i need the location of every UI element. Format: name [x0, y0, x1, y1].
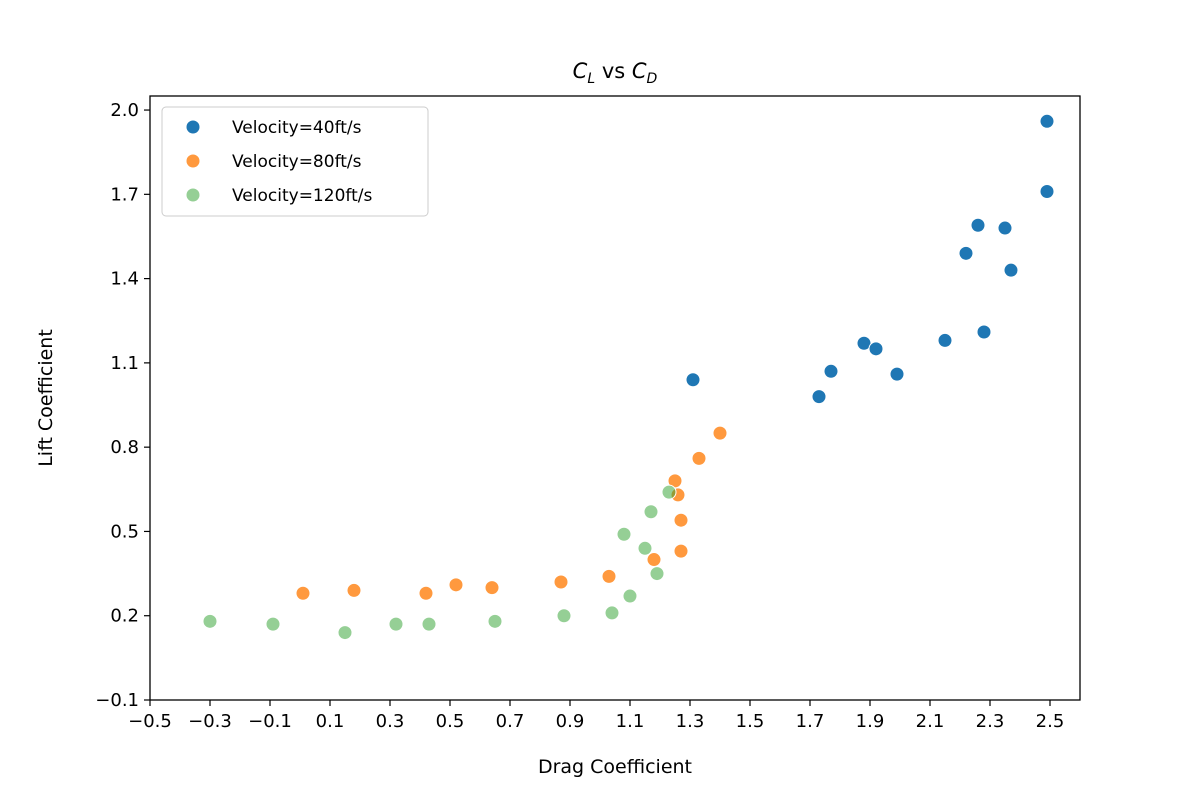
point-s2-4 [448, 577, 464, 593]
point-s1-5 [868, 341, 884, 357]
point-s3-6 [487, 613, 503, 629]
legend-marker [185, 187, 201, 203]
legend-label: Velocity=120ft/s [232, 186, 372, 206]
point-s1-10 [976, 324, 992, 340]
point-s2-14 [712, 425, 728, 441]
title-symbol-2: C [632, 59, 647, 83]
point-s2-8 [646, 552, 662, 568]
point-s3-10 [622, 588, 638, 604]
point-s3-1 [202, 613, 218, 629]
x-tick-label: 1.9 [856, 711, 885, 732]
chart-title: CL vs CD [573, 59, 658, 87]
point-s3-5 [421, 616, 437, 632]
point-s1-7 [937, 332, 953, 348]
x-tick-label: 1.1 [616, 711, 645, 732]
point-s1-2 [811, 389, 827, 405]
legend-box [161, 106, 429, 217]
y-tick-label: 1.1 [110, 353, 139, 374]
point-s3-12 [643, 504, 659, 520]
point-s3-2 [265, 616, 281, 632]
title-subscript-2: D [647, 71, 658, 87]
point-s3-13 [649, 566, 665, 582]
x-axis-label: Drag Coefficient [538, 756, 692, 778]
legend-label: Velocity=80ft/s [232, 152, 362, 172]
point-s2-6 [553, 574, 569, 590]
point-s1-1 [685, 372, 701, 388]
x-tick-label: 0.1 [316, 711, 345, 732]
point-s1-6 [889, 366, 905, 382]
y-tick-label: 1.7 [110, 184, 139, 205]
y-tick-label: 2.0 [110, 100, 139, 121]
x-tick-label: 2.1 [916, 711, 945, 732]
point-s1-13 [1039, 113, 1055, 129]
x-tick-label: −0.3 [188, 711, 232, 732]
point-s3-3 [337, 625, 353, 641]
point-s3-9 [616, 526, 632, 542]
x-tick-label: 2.3 [976, 711, 1005, 732]
x-tick-label: 2.5 [1036, 711, 1065, 732]
point-s1-9 [970, 217, 986, 233]
point-s3-14 [661, 484, 677, 500]
point-s2-1 [295, 585, 311, 601]
x-tick-label: −0.1 [248, 711, 292, 732]
legend-item-2: Velocity=80ft/s [185, 152, 362, 172]
point-s3-7 [556, 608, 572, 624]
legend-marker [185, 153, 201, 169]
y-tick-label: 0.8 [110, 437, 139, 458]
point-s3-8 [604, 605, 620, 621]
series-3 [202, 484, 677, 641]
y-tick-label: 1.4 [110, 269, 139, 290]
x-tick-label: −0.5 [128, 711, 172, 732]
title-subscript-1: L [587, 71, 595, 87]
x-tick-label: 0.3 [376, 711, 405, 732]
y-tick-label: 0.5 [110, 521, 139, 542]
legend-marker [185, 119, 201, 135]
point-s3-11 [637, 540, 653, 556]
x-tick-label: 1.3 [676, 711, 705, 732]
y-axis: −0.1 0.2 0.5 0.8 1.1 1.4 1.7 2.0 [95, 100, 150, 711]
y-axis-label: Lift Coefficient [35, 329, 57, 467]
point-s2-7 [601, 568, 617, 584]
x-axis: −0.5 −0.3 −0.1 0.1 0.3 0.5 0.7 0.9 1.1 1.3 1.5 1.7 1… [128, 700, 1064, 732]
point-s2-13 [691, 450, 707, 466]
title-symbol-1: C [573, 59, 588, 83]
x-tick-label: 1.5 [736, 711, 765, 732]
point-s1-3 [823, 363, 839, 379]
x-tick-label: 0.7 [496, 711, 525, 732]
y-tick-label: 0.2 [110, 606, 139, 627]
point-s1-11 [997, 220, 1013, 236]
legend-item-3: Velocity=120ft/s [185, 186, 372, 206]
point-s2-11 [673, 512, 689, 528]
legend-item-1: Velocity=40ft/s [185, 118, 362, 138]
point-s1-12 [1003, 262, 1019, 278]
points-layer [202, 113, 1055, 641]
y-tick-label: −0.1 [95, 690, 139, 711]
point-s1-14 [1039, 184, 1055, 200]
point-s1-4 [856, 335, 872, 351]
point-s1-8 [958, 245, 974, 261]
legend: Velocity=40ft/s Velocity=80ft/s Velocity=1… [161, 106, 429, 217]
plot-frame [149, 95, 1081, 701]
series-1 [685, 113, 1055, 405]
point-s2-5 [484, 580, 500, 596]
point-s2-3 [418, 585, 434, 601]
title-middle: vs [595, 59, 632, 83]
point-s3-4 [388, 616, 404, 632]
point-s2-2 [346, 582, 362, 598]
legend-label: Velocity=40ft/s [232, 118, 362, 138]
point-s2-12 [673, 543, 689, 559]
x-tick-label: 0.9 [556, 711, 585, 732]
x-tick-label: 0.5 [436, 711, 465, 732]
x-tick-label: 1.7 [796, 711, 825, 732]
